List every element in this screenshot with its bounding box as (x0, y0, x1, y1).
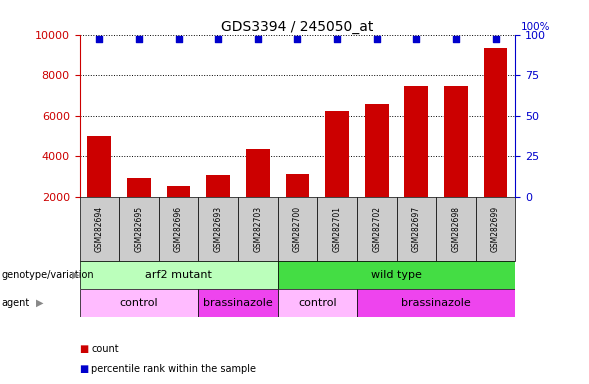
Text: control: control (298, 298, 336, 308)
Text: brassinazole: brassinazole (203, 298, 273, 308)
Text: GSM282699: GSM282699 (491, 206, 500, 252)
Bar (159, 197, 198, 261)
Text: control: control (120, 298, 158, 308)
Bar (365, 104, 389, 197)
Text: agent: agent (1, 298, 29, 308)
Bar (396, 197, 436, 261)
Point (451, 36, 461, 43)
Text: GSM282694: GSM282694 (95, 206, 104, 252)
Bar (238, 197, 277, 261)
Text: GSM282698: GSM282698 (451, 206, 461, 252)
Text: GSM282697: GSM282697 (412, 206, 421, 252)
Bar (325, 111, 349, 197)
Bar (80, 289, 198, 317)
Bar (444, 86, 468, 197)
Bar (476, 197, 515, 261)
Text: wild type: wild type (371, 270, 422, 280)
Bar (436, 197, 476, 261)
Point (412, 36, 421, 43)
Text: ■: ■ (80, 364, 89, 374)
Text: GSM282702: GSM282702 (372, 206, 381, 252)
Bar (198, 197, 238, 261)
Point (253, 36, 263, 43)
Text: ▶: ▶ (72, 270, 79, 280)
Text: GSM282695: GSM282695 (134, 206, 144, 252)
Text: percentile rank within the sample: percentile rank within the sample (91, 364, 256, 374)
Point (134, 36, 144, 43)
Bar (277, 261, 515, 289)
Bar (127, 178, 151, 197)
Bar (317, 197, 357, 261)
Bar (484, 48, 508, 197)
Point (95, 36, 104, 43)
Point (293, 36, 302, 43)
Text: GSM282696: GSM282696 (174, 206, 183, 252)
Text: genotype/variation: genotype/variation (1, 270, 94, 280)
Bar (87, 136, 111, 197)
Text: GSM282701: GSM282701 (333, 206, 342, 252)
Point (372, 36, 382, 43)
Bar (277, 197, 317, 261)
Text: ■: ■ (80, 344, 89, 354)
Text: GSM282693: GSM282693 (214, 206, 223, 252)
Point (174, 36, 183, 43)
Bar (286, 174, 309, 197)
Bar (167, 186, 190, 197)
Text: brassinazole: brassinazole (401, 298, 471, 308)
Text: count: count (91, 344, 119, 354)
Point (332, 36, 342, 43)
Bar (198, 289, 277, 317)
Bar (246, 149, 270, 197)
Text: GSM282700: GSM282700 (293, 206, 302, 252)
Bar (405, 86, 428, 197)
Bar (80, 261, 277, 289)
Text: 100%: 100% (521, 22, 551, 32)
Bar (206, 175, 230, 197)
Point (213, 36, 223, 43)
Point (491, 36, 500, 43)
Bar (80, 197, 119, 261)
Bar (357, 289, 515, 317)
Text: arf2 mutant: arf2 mutant (145, 270, 212, 280)
Bar (119, 197, 159, 261)
Text: GSM282703: GSM282703 (253, 206, 262, 252)
Title: GDS3394 / 245050_at: GDS3394 / 245050_at (221, 20, 373, 33)
Bar (357, 197, 396, 261)
Text: ▶: ▶ (37, 298, 44, 308)
Bar (277, 289, 357, 317)
